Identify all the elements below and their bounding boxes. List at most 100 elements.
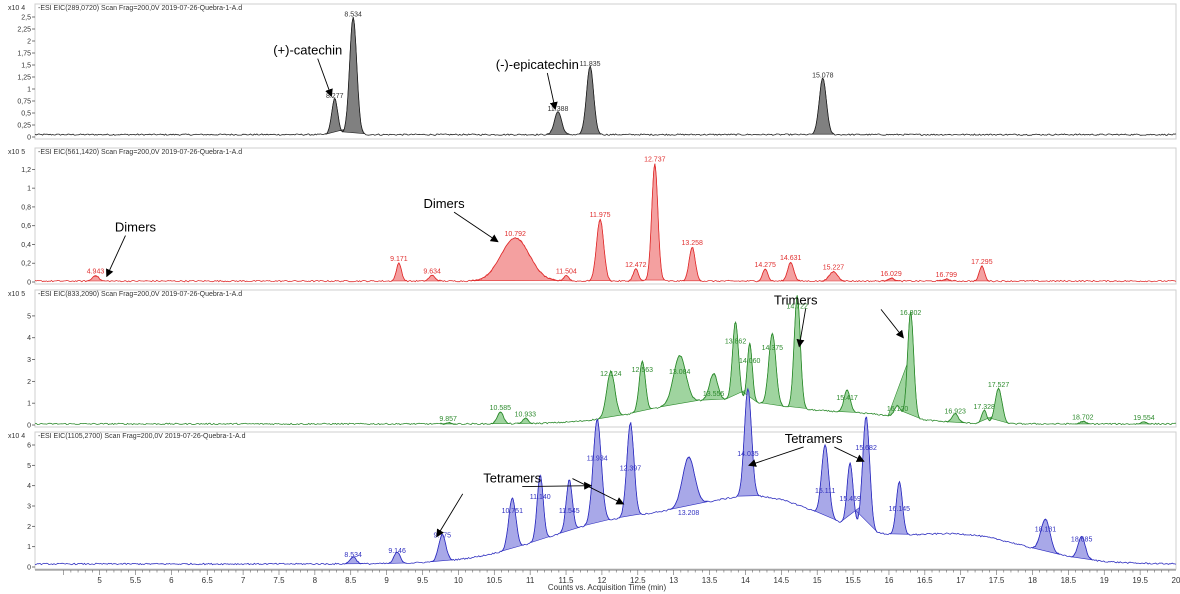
annotation-arrow [106, 235, 126, 278]
x-tick-label: 16 [885, 576, 894, 585]
y-tick-label: 0,5 [21, 111, 31, 118]
peak-area [810, 77, 835, 135]
peak-rt-label: 18.702 [1072, 414, 1094, 421]
x-tick-label: 5 [97, 576, 102, 585]
y-tick-label: 0 [27, 565, 31, 572]
peak-rt-label: 14.722 [787, 304, 809, 311]
panel-2: x10 5 -ESI EIC(561,1420) Scan Frag=200,0V… [8, 147, 1177, 287]
y-tick-label: 1,25 [17, 75, 31, 82]
x-axis-label: Counts vs. Acquisition Time (min) [548, 583, 667, 592]
annotation-arrow [546, 72, 558, 111]
peak-rt-label: 11.388 [548, 106, 569, 113]
peak-rt-label: 9.146 [388, 548, 406, 555]
panel-scale-label: x10 4 [8, 5, 25, 12]
peak-area [546, 111, 570, 135]
x-tick-label: 9 [384, 576, 389, 585]
y-tick-label: 4 [27, 335, 31, 342]
peak-area [973, 265, 990, 282]
peak-area [736, 387, 760, 497]
peak-rt-label: 15.682 [855, 445, 877, 452]
peak-area [682, 246, 702, 282]
x-tick-label: 6.5 [202, 576, 214, 585]
peak-rt-label: 14.060 [739, 358, 761, 365]
series-line [34, 389, 1177, 566]
x-tick-label: 10 [454, 576, 463, 585]
peak-rt-label: 12.124 [600, 371, 622, 378]
y-tick-label: 0,6 [21, 223, 31, 230]
x-tick-label: 11.5 [559, 576, 575, 585]
x-tick-label: 17.5 [989, 576, 1005, 585]
peak-rt-label: 11.934 [587, 455, 608, 462]
y-tick-label: 2 [27, 39, 31, 46]
annotation-label: (+)-catechin [273, 43, 342, 58]
x-tick-label: 5.5 [130, 576, 142, 585]
annotation-label: Dimers [423, 196, 465, 211]
peak-rt-label: 13.084 [669, 369, 691, 376]
annotation-arrow [453, 211, 499, 243]
peak-rt-label: 4.943 [87, 268, 105, 275]
panel-header: -ESI EIC(833,2090) Scan Frag=200,0V 2019… [38, 291, 242, 298]
y-tick-label: 0,8 [21, 204, 31, 211]
peak-area [1031, 518, 1060, 555]
y-tick-label: 1 [27, 186, 31, 193]
peak-rt-label: 11.835 [580, 61, 601, 68]
y-tick-label: 1 [27, 401, 31, 408]
y-tick-label: 1 [27, 544, 31, 551]
y-tick-label: 0,2 [21, 261, 31, 268]
peak-rt-label: 15.459 [839, 496, 861, 503]
peak-area [644, 163, 665, 281]
y-tick-label: 1,2 [21, 167, 31, 174]
peak-rt-label: 14.035 [737, 451, 759, 458]
peak-rt-label: 19.554 [1133, 415, 1155, 422]
peak-area [325, 98, 345, 135]
peak-rt-label: 16.302 [900, 310, 922, 317]
y-tick-label: 0 [27, 423, 31, 430]
peak-area [757, 268, 774, 282]
peak-rt-label: 15.227 [823, 265, 845, 272]
peak-rt-label: 15.111 [815, 488, 835, 495]
peak-rt-label: 15.078 [812, 72, 834, 79]
peak-rt-label: 9.857 [439, 416, 457, 423]
peak-rt-label: 8.277 [326, 93, 344, 100]
panel-1: x10 4 -ESI EIC(289,0720) Scan Frag=200,0V… [8, 3, 1177, 142]
x-tick-label: 11 [526, 576, 535, 585]
x-tick-label: 9.5 [417, 576, 429, 585]
x-tick-label: 8.5 [345, 576, 357, 585]
peak-rt-label: 10.751 [502, 508, 524, 515]
panel-scale-label: x10 5 [8, 291, 25, 298]
peak-rt-label: 18.181 [1035, 526, 1057, 533]
peak-rt-label: 17.328 [974, 404, 996, 411]
x-tick-label: 16.5 [917, 576, 933, 585]
x-tick-label: 18.5 [1061, 576, 1077, 585]
peak-area [470, 237, 560, 281]
panel-frame [34, 289, 1177, 428]
annotation-arrow [317, 58, 333, 98]
peak-rt-label: 17.527 [988, 382, 1010, 389]
peak-rt-label: 8.534 [344, 552, 362, 559]
x-tick-label: 10.5 [486, 576, 502, 585]
x-tick-label: 19.5 [1132, 576, 1148, 585]
annotation-arrow [748, 446, 804, 467]
peak-rt-label: 16.029 [880, 271, 902, 278]
peak-rt-label: 17.295 [971, 259, 993, 266]
x-tick-label: 6 [169, 576, 174, 585]
annotation-arrow [572, 478, 625, 505]
peak-rt-label: 13.208 [678, 510, 700, 517]
peak-rt-label: 12.737 [644, 157, 666, 164]
peak-rt-label: 16.799 [936, 272, 958, 279]
peak-area [390, 262, 407, 282]
annotation-arrow [522, 481, 593, 490]
y-tick-label: 3 [27, 504, 31, 511]
x-tick-label: 14 [741, 576, 750, 585]
annotation-arrow [796, 308, 807, 348]
y-tick-label: 2,5 [21, 15, 31, 22]
annotation-label: Dimers [115, 220, 157, 235]
y-tick-label: 1 [27, 87, 31, 94]
x-tick-label: 7 [241, 576, 246, 585]
panel-header: -ESI EIC(289,0720) Scan Frag=200,0V 2019… [38, 5, 242, 12]
x-tick-label: 7.5 [273, 576, 285, 585]
panel-frame [34, 431, 1177, 570]
annotation-label: Tetramers [785, 431, 843, 446]
panel-header: -ESI EIC(1105,2700) Scan Frag=200,0V 201… [38, 433, 246, 440]
x-tick-label: 20 [1172, 576, 1180, 585]
